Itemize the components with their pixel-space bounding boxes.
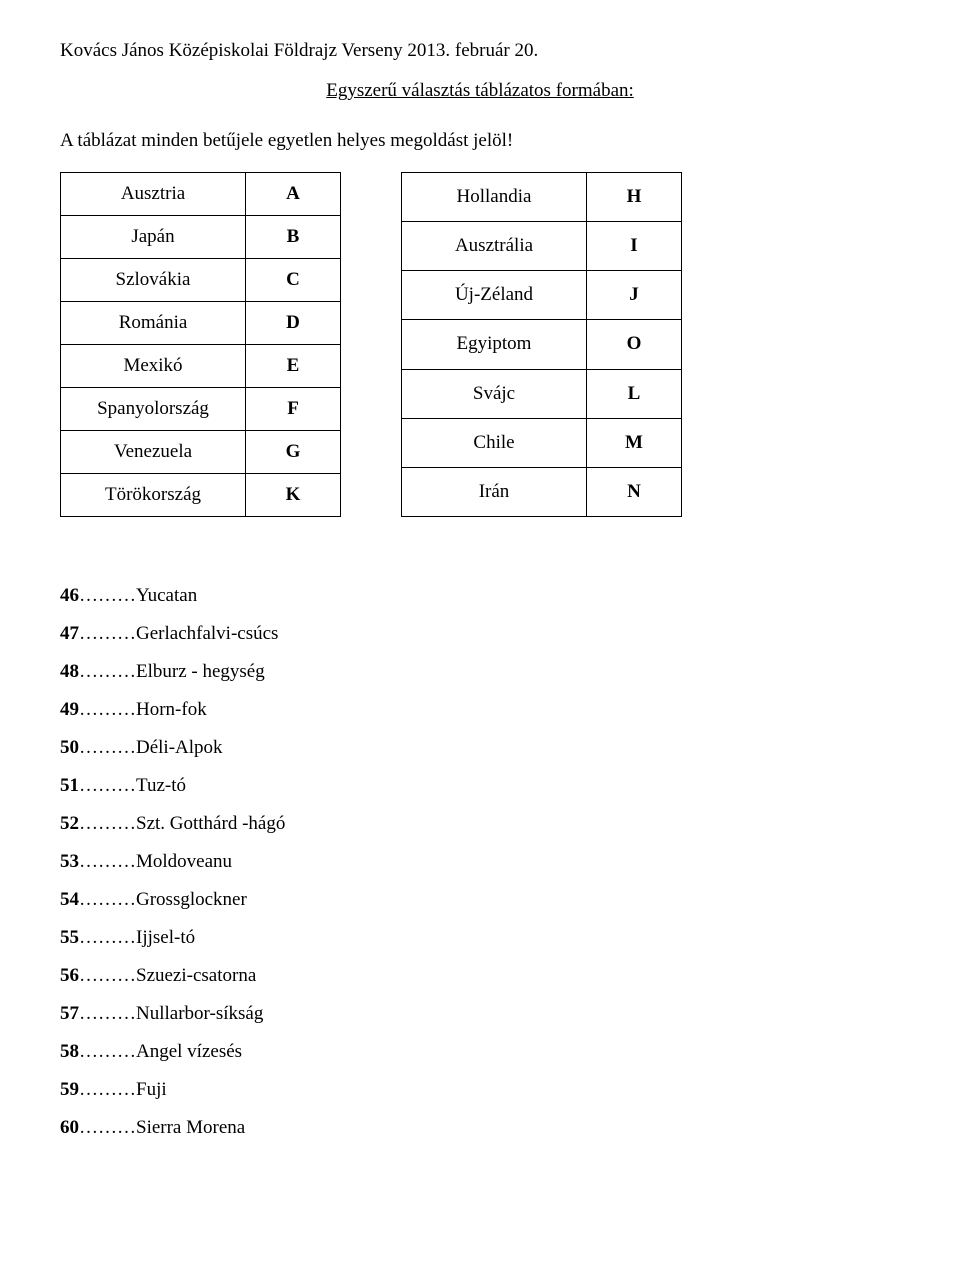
country-letter: L bbox=[587, 369, 682, 418]
country-name: Szlovákia bbox=[61, 259, 246, 302]
question-text: ………Elburz - hegység bbox=[79, 661, 265, 682]
question-line: 46………Yucatan bbox=[60, 577, 900, 615]
question-number: 60 bbox=[60, 1117, 79, 1138]
question-number: 58 bbox=[60, 1041, 79, 1062]
question-text: ………Szt. Gotthárd -hágó bbox=[79, 813, 285, 834]
question-text: ………Moldoveanu bbox=[79, 851, 232, 872]
country-name: Mexikó bbox=[61, 345, 246, 388]
table-row: AusztriaA bbox=[61, 173, 341, 216]
question-text: ………Szuezi-csatorna bbox=[79, 965, 256, 986]
question-text: ………Yucatan bbox=[79, 585, 197, 606]
instruction-text: A táblázat minden betűjele egyetlen hely… bbox=[60, 130, 900, 152]
country-letter: B bbox=[246, 216, 341, 259]
table-row: SpanyolországF bbox=[61, 388, 341, 431]
country-name: Ausztrália bbox=[402, 222, 587, 271]
question-line: 55………Ijjsel-tó bbox=[60, 919, 900, 957]
question-number: 53 bbox=[60, 851, 79, 872]
question-line: 51………Tuz-tó bbox=[60, 767, 900, 805]
question-line: 47………Gerlachfalvi-csúcs bbox=[60, 615, 900, 653]
question-text: ………Tuz-tó bbox=[79, 775, 186, 796]
country-name: Egyiptom bbox=[402, 320, 587, 369]
table-row: ChileM bbox=[402, 418, 682, 467]
question-number: 47 bbox=[60, 623, 79, 644]
question-text: ………Horn-fok bbox=[79, 699, 207, 720]
country-letter: D bbox=[246, 302, 341, 345]
country-name: Törökország bbox=[61, 474, 246, 517]
country-letter: A bbox=[246, 173, 341, 216]
country-letter: J bbox=[587, 271, 682, 320]
question-number: 54 bbox=[60, 889, 79, 910]
country-letter: H bbox=[587, 173, 682, 222]
question-number: 49 bbox=[60, 699, 79, 720]
question-number: 46 bbox=[60, 585, 79, 606]
country-name: Svájc bbox=[402, 369, 587, 418]
question-number: 57 bbox=[60, 1003, 79, 1024]
question-text: ………Angel vízesés bbox=[79, 1041, 242, 1062]
question-line: 50………Déli-Alpok bbox=[60, 729, 900, 767]
question-line: 53………Moldoveanu bbox=[60, 843, 900, 881]
question-number: 59 bbox=[60, 1079, 79, 1100]
country-letter: F bbox=[246, 388, 341, 431]
country-name: Venezuela bbox=[61, 431, 246, 474]
question-number: 48 bbox=[60, 661, 79, 682]
question-line: 54………Grossglockner bbox=[60, 881, 900, 919]
country-letter: G bbox=[246, 431, 341, 474]
country-letter: C bbox=[246, 259, 341, 302]
table-row: SvájcL bbox=[402, 369, 682, 418]
table-row: VenezuelaG bbox=[61, 431, 341, 474]
question-line: 57………Nullarbor-síkság bbox=[60, 995, 900, 1033]
questions-list: 46………Yucatan47………Gerlachfalvi-csúcs48………… bbox=[60, 577, 900, 1147]
question-line: 48………Elburz - hegység bbox=[60, 653, 900, 691]
country-name: Új-Zéland bbox=[402, 271, 587, 320]
country-name: Irán bbox=[402, 467, 587, 516]
country-name: Spanyolország bbox=[61, 388, 246, 431]
table-row: RomániaD bbox=[61, 302, 341, 345]
country-letter: I bbox=[587, 222, 682, 271]
country-name: Japán bbox=[61, 216, 246, 259]
table-row: EgyiptomO bbox=[402, 320, 682, 369]
country-letter: M bbox=[587, 418, 682, 467]
question-number: 56 bbox=[60, 965, 79, 986]
question-text: ………Gerlachfalvi-csúcs bbox=[79, 623, 278, 644]
question-number: 55 bbox=[60, 927, 79, 948]
country-name: Románia bbox=[61, 302, 246, 345]
question-line: 52………Szt. Gotthárd -hágó bbox=[60, 805, 900, 843]
tables-container: AusztriaAJapánBSzlovákiaCRomániaDMexikóE… bbox=[60, 172, 900, 517]
question-text: ………Ijjsel-tó bbox=[79, 927, 195, 948]
question-text: ………Fuji bbox=[79, 1079, 167, 1100]
left-table: AusztriaAJapánBSzlovákiaCRomániaDMexikóE… bbox=[60, 172, 341, 517]
question-line: 59………Fuji bbox=[60, 1071, 900, 1109]
table-row: AusztráliaI bbox=[402, 222, 682, 271]
right-table: HollandiaHAusztráliaIÚj-ZélandJEgyiptomO… bbox=[401, 172, 682, 517]
country-name: Hollandia bbox=[402, 173, 587, 222]
table-row: IránN bbox=[402, 467, 682, 516]
question-number: 50 bbox=[60, 737, 79, 758]
table-row: HollandiaH bbox=[402, 173, 682, 222]
question-number: 52 bbox=[60, 813, 79, 834]
page-title: Kovács János Középiskolai Földrajz Verse… bbox=[60, 40, 900, 62]
country-letter: K bbox=[246, 474, 341, 517]
country-letter: E bbox=[246, 345, 341, 388]
table-row: MexikóE bbox=[61, 345, 341, 388]
country-letter: N bbox=[587, 467, 682, 516]
question-number: 51 bbox=[60, 775, 79, 796]
table-row: TörökországK bbox=[61, 474, 341, 517]
country-name: Chile bbox=[402, 418, 587, 467]
table-row: JapánB bbox=[61, 216, 341, 259]
question-line: 49………Horn-fok bbox=[60, 691, 900, 729]
question-line: 58………Angel vízesés bbox=[60, 1033, 900, 1071]
country-letter: O bbox=[587, 320, 682, 369]
country-name: Ausztria bbox=[61, 173, 246, 216]
question-text: ………Grossglockner bbox=[79, 889, 247, 910]
question-text: ………Sierra Morena bbox=[79, 1117, 245, 1138]
question-text: ………Déli-Alpok bbox=[79, 737, 223, 758]
section-subtitle: Egyszerű választás táblázatos formában: bbox=[60, 80, 900, 102]
question-line: 60………Sierra Morena bbox=[60, 1109, 900, 1147]
question-text: ………Nullarbor-síkság bbox=[79, 1003, 263, 1024]
question-line: 56………Szuezi-csatorna bbox=[60, 957, 900, 995]
table-row: SzlovákiaC bbox=[61, 259, 341, 302]
table-row: Új-ZélandJ bbox=[402, 271, 682, 320]
